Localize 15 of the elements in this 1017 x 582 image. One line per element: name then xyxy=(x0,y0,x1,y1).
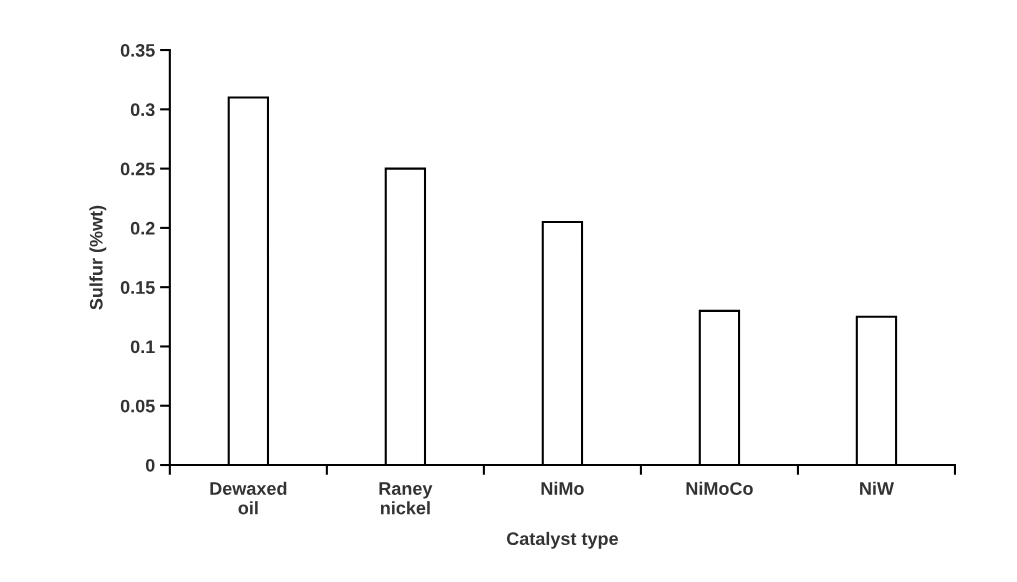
x-axis-title: Catalyst type xyxy=(506,531,618,549)
y-tick-label: 0.35 xyxy=(120,43,155,57)
y-tick-label: 0.3 xyxy=(130,103,155,117)
y-tick-label: 0.1 xyxy=(130,340,155,354)
y-tick-label: 0.05 xyxy=(120,399,155,413)
y-axis-title: Sulfur (%wt) xyxy=(89,205,107,310)
x-tick-label: NiMo xyxy=(541,481,584,495)
y-tick-label: 0.15 xyxy=(120,281,155,294)
x-tick-label: Raney nickel xyxy=(379,482,433,515)
y-tick-label: 0 xyxy=(145,458,155,472)
x-tick-label: NiW xyxy=(860,481,894,495)
x-tick-label: Dewaxed oil xyxy=(210,481,287,515)
y-tick-label: 0.2 xyxy=(130,221,155,235)
y-tick-label: 0.25 xyxy=(120,162,155,176)
x-tick-label: NiMoCo xyxy=(686,481,753,495)
